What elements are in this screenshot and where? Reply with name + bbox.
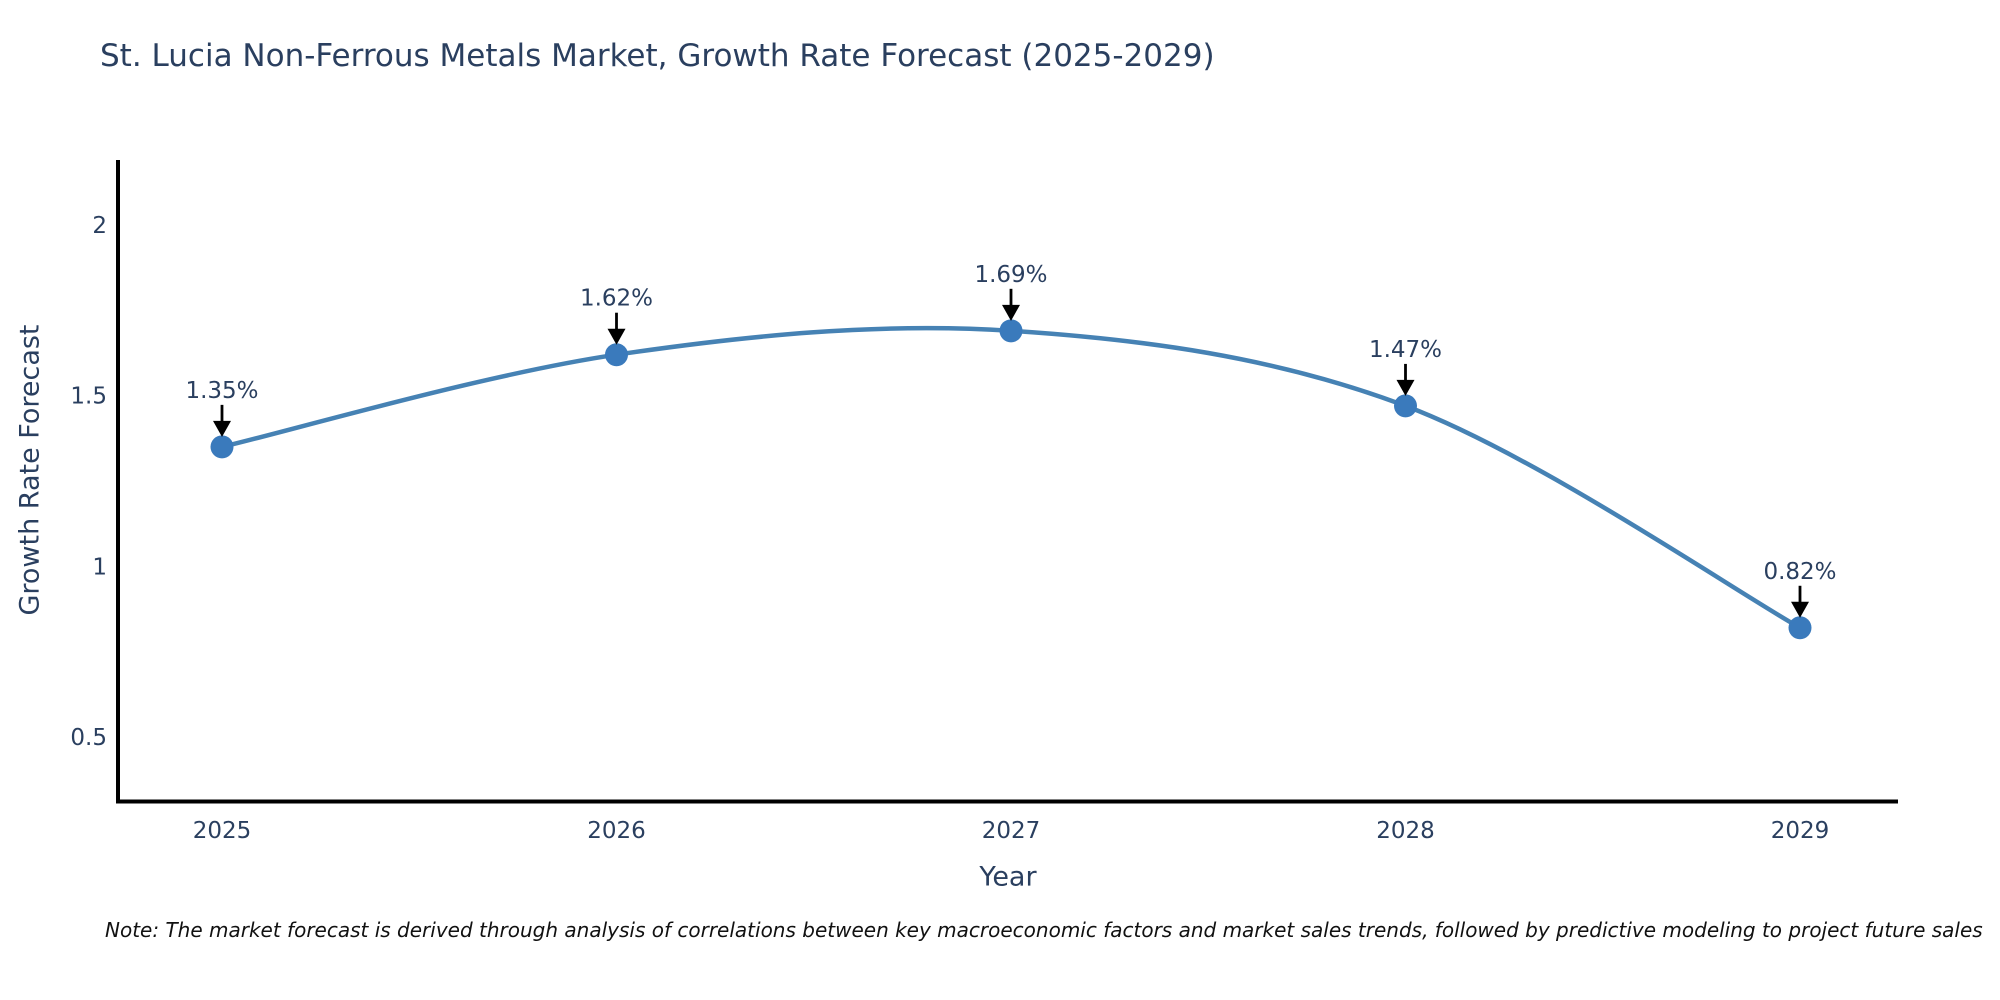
data-point-2029 — [1788, 616, 1812, 640]
annotation-2029: 0.82% — [1763, 559, 1837, 618]
annotation-label: 1.35% — [185, 378, 258, 404]
footnote: Note: The market forecast is derived thr… — [105, 918, 1983, 942]
annotation-2026: 1.62% — [580, 286, 653, 345]
annotation-label: 1.62% — [580, 286, 653, 312]
annotation-2025: 1.35% — [185, 378, 259, 437]
annotation-arrow-head — [607, 328, 626, 345]
annotation-label: 1.69% — [974, 262, 1047, 288]
point-annotations: 1.35% 1.62% 1.69% 1.47% 0.82% — [185, 262, 1837, 618]
y-tick-label: 2 — [92, 213, 107, 239]
y-tick-label: 1.5 — [70, 384, 107, 410]
data-point-2027 — [999, 319, 1023, 343]
annotation-arrow-head — [1396, 379, 1415, 396]
x-tick-label: 2028 — [1376, 818, 1435, 844]
annotation-arrow-head — [1002, 304, 1020, 321]
x-tick-label: 2027 — [982, 818, 1041, 844]
data-point-2028 — [1394, 394, 1417, 418]
x-tick-label: 2026 — [587, 818, 646, 844]
annotation-label: 1.47% — [1369, 337, 1442, 363]
y-tick-label: 0.5 — [70, 725, 107, 751]
x-tick-label: 2025 — [193, 818, 252, 844]
axis-tick-labels: 2 1.5 1 0.5 2025 2026 2027 2028 2029 — [70, 213, 1829, 844]
annotation-label: 0.82% — [1763, 559, 1836, 585]
y-tick-label: 1 — [92, 554, 107, 580]
annotation-arrow-head — [213, 420, 231, 437]
data-point-2026 — [605, 343, 628, 367]
annotation-2028: 1.47% — [1369, 337, 1442, 396]
chart-title: St. Lucia Non-Ferrous Metals Market, Gro… — [100, 38, 1215, 74]
forecast-line-series — [210, 319, 1812, 640]
data-point-2025 — [210, 435, 234, 459]
x-tick-label: 2029 — [1771, 818, 1830, 844]
annotation-arrow-head — [1791, 601, 1809, 618]
axes-spines — [116, 160, 1898, 804]
trend-line — [219, 325, 1803, 631]
annotation-2027: 1.69% — [974, 262, 1048, 321]
x-axis-title: Year — [979, 861, 1037, 893]
